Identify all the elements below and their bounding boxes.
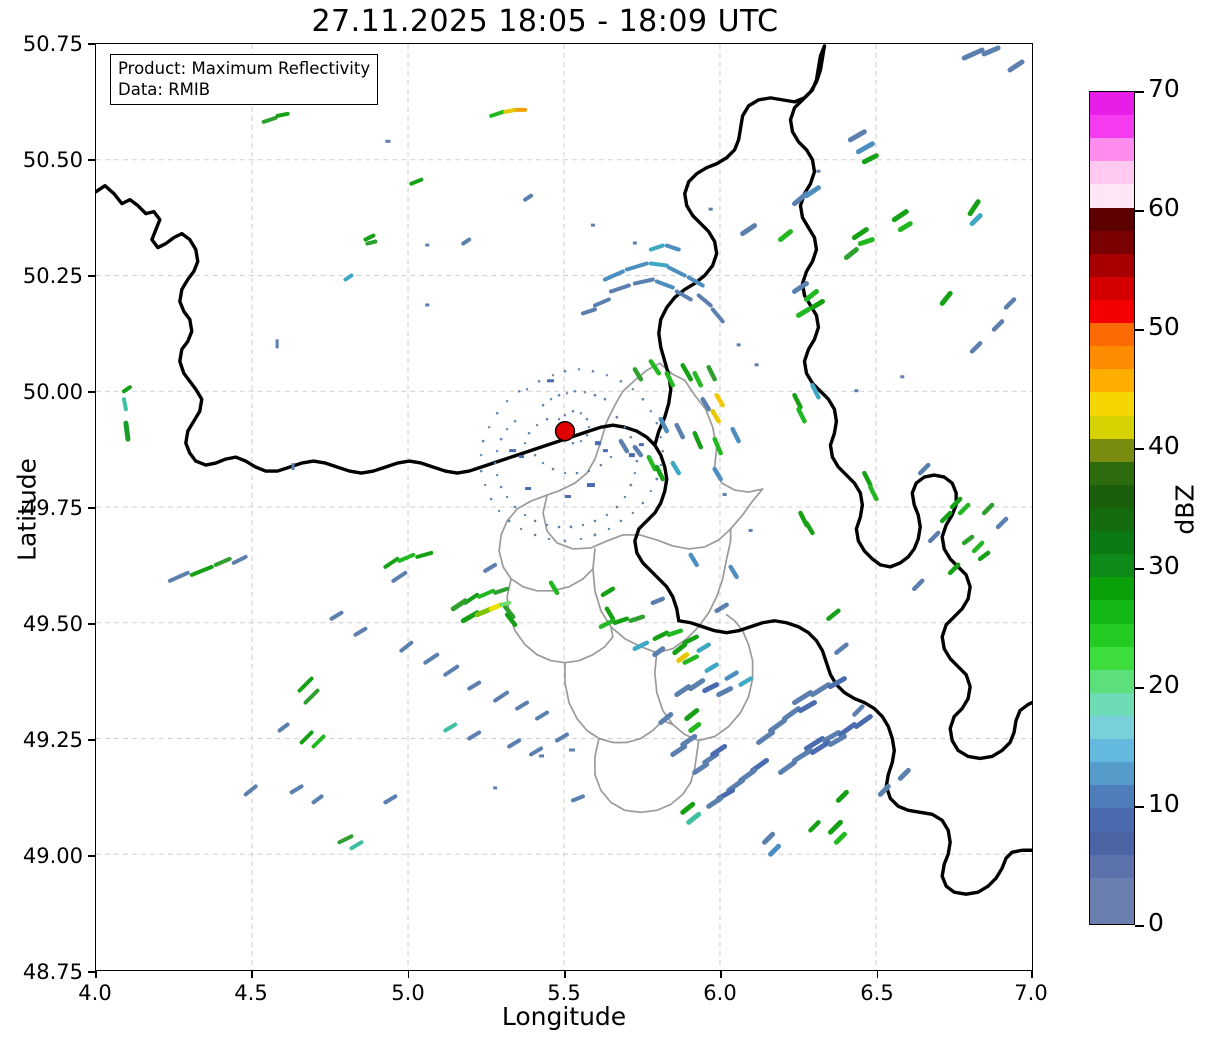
radar-site-marker[interactable] — [554, 420, 576, 442]
colorbar-band — [1090, 854, 1134, 878]
colorbar-label-20: 20 — [1148, 670, 1180, 699]
colorbar-band — [1090, 785, 1134, 809]
page-title: 27.11.2025 18:05 - 18:09 UTC — [311, 4, 779, 39]
radar-echoes — [121, 45, 1025, 857]
xtick-label-4-5: 4.5 — [234, 981, 268, 1005]
ytick-label-49-50: 49.50 — [22, 612, 83, 636]
colorbar-label-60: 60 — [1148, 193, 1180, 222]
colorbar-band — [1090, 299, 1134, 324]
colorbar-band — [1090, 207, 1134, 231]
colorbar-tick-70 — [1135, 91, 1144, 93]
colorbar-band — [1090, 531, 1134, 555]
colorbar-band — [1090, 600, 1134, 624]
colorbar-band — [1090, 138, 1134, 162]
ytick-label-48-75: 48.75 — [22, 960, 83, 984]
map-plot-area[interactable] — [95, 43, 1033, 971]
clutter-patches — [509, 379, 644, 499]
echo-group-northeast — [740, 45, 1025, 318]
colorbar-label-50: 50 — [1148, 312, 1180, 341]
colorbar-band — [1090, 484, 1134, 508]
ytick-label-49-25: 49.25 — [22, 728, 83, 752]
xtick-label-6-0: 6.0 — [703, 981, 737, 1005]
echo-group-south-central — [598, 534, 991, 687]
ytick-label-50-75: 50.75 — [22, 32, 83, 56]
colorbar-band — [1090, 715, 1134, 740]
colorbar-band — [1090, 577, 1134, 601]
colorbar-label-70: 70 — [1148, 74, 1180, 103]
colorbar-band — [1090, 253, 1134, 277]
colorbar-band — [1090, 646, 1134, 670]
echo-speckle — [275, 139, 905, 790]
colorbar-label-40: 40 — [1148, 431, 1180, 460]
colorbar-band — [1090, 230, 1134, 254]
xtick-label-7-0: 7.0 — [1014, 981, 1048, 1005]
colorbar-band — [1090, 739, 1134, 763]
colorbar-band — [1090, 369, 1134, 393]
colorbar-band — [1090, 808, 1134, 832]
info-product-line: Product: Maximum Reflectivity — [118, 59, 371, 78]
colorbar-band — [1090, 415, 1134, 439]
colorbar-band — [1090, 623, 1134, 647]
clutter-ring — [479, 368, 665, 543]
colorbar-tick-40 — [1135, 448, 1144, 450]
xtick-label-4-0: 4.0 — [78, 981, 112, 1005]
colorbar-band — [1090, 115, 1134, 139]
colorbar-band — [1090, 461, 1134, 485]
colorbar-band — [1090, 877, 1134, 901]
colorbar-band — [1090, 92, 1134, 116]
colorbar-band — [1090, 831, 1134, 855]
colorbar-label-10: 10 — [1148, 789, 1180, 818]
echo-highlight-southwest — [450, 598, 512, 624]
colorbar-band — [1090, 346, 1134, 370]
map-svg — [96, 44, 1032, 970]
colorbar-band — [1090, 184, 1134, 208]
colorbar-band — [1090, 438, 1134, 462]
echo-group-southwest — [167, 550, 585, 851]
colorbar-tick-60 — [1135, 210, 1144, 212]
colorbar-band — [1090, 692, 1134, 716]
colorbar-band — [1090, 762, 1134, 786]
ytick-label-50-50: 50.50 — [22, 148, 83, 172]
colorbar-band — [1090, 900, 1134, 924]
colorbar-band — [1090, 392, 1134, 416]
colorbar-tick-10 — [1135, 806, 1144, 808]
ytick-label-49-75: 49.75 — [22, 496, 83, 520]
xtick-label-5-0: 5.0 — [391, 981, 425, 1005]
colorbar-band — [1090, 554, 1134, 578]
echo-group-north-central — [580, 243, 725, 324]
info-data-line: Data: RMIB — [118, 80, 211, 100]
echo-group-luxembourg — [502, 359, 879, 627]
ytick-label-50-00: 50.00 — [22, 380, 83, 404]
echo-group-southeast — [652, 642, 911, 857]
echo-group-northwest — [121, 107, 534, 442]
gridlines — [96, 44, 1032, 970]
colorbar-band — [1090, 161, 1134, 185]
info-box: Product: Maximum Reflectivity Data: RMIB — [110, 54, 379, 106]
echo-group-east — [808, 297, 1017, 833]
xtick-label-5-5: 5.5 — [547, 981, 581, 1005]
colorbar-band — [1090, 276, 1134, 300]
colorbar-tick-30 — [1135, 568, 1144, 570]
ytick-label-49-00: 49.00 — [22, 844, 83, 868]
x-axis-title: Longitude — [501, 1002, 627, 1031]
colorbar-tick-0 — [1135, 925, 1144, 927]
xtick-label-6-5: 6.5 — [860, 981, 894, 1005]
colorbar-band — [1090, 669, 1134, 693]
colorbar-band — [1090, 507, 1134, 532]
colorbar[interactable] — [1089, 91, 1135, 925]
ytick-label-50-25: 50.25 — [22, 264, 83, 288]
country-borders — [96, 44, 1032, 896]
colorbar-band — [1090, 323, 1134, 347]
colorbar-label-30: 30 — [1148, 551, 1180, 580]
map-canvas — [96, 44, 1032, 970]
y-axis-title: Latitude — [12, 458, 42, 561]
colorbar-title: dBZ — [1170, 484, 1200, 535]
colorbar-tick-50 — [1135, 329, 1144, 331]
colorbar-tick-20 — [1135, 687, 1144, 689]
colorbar-label-0: 0 — [1148, 908, 1164, 937]
